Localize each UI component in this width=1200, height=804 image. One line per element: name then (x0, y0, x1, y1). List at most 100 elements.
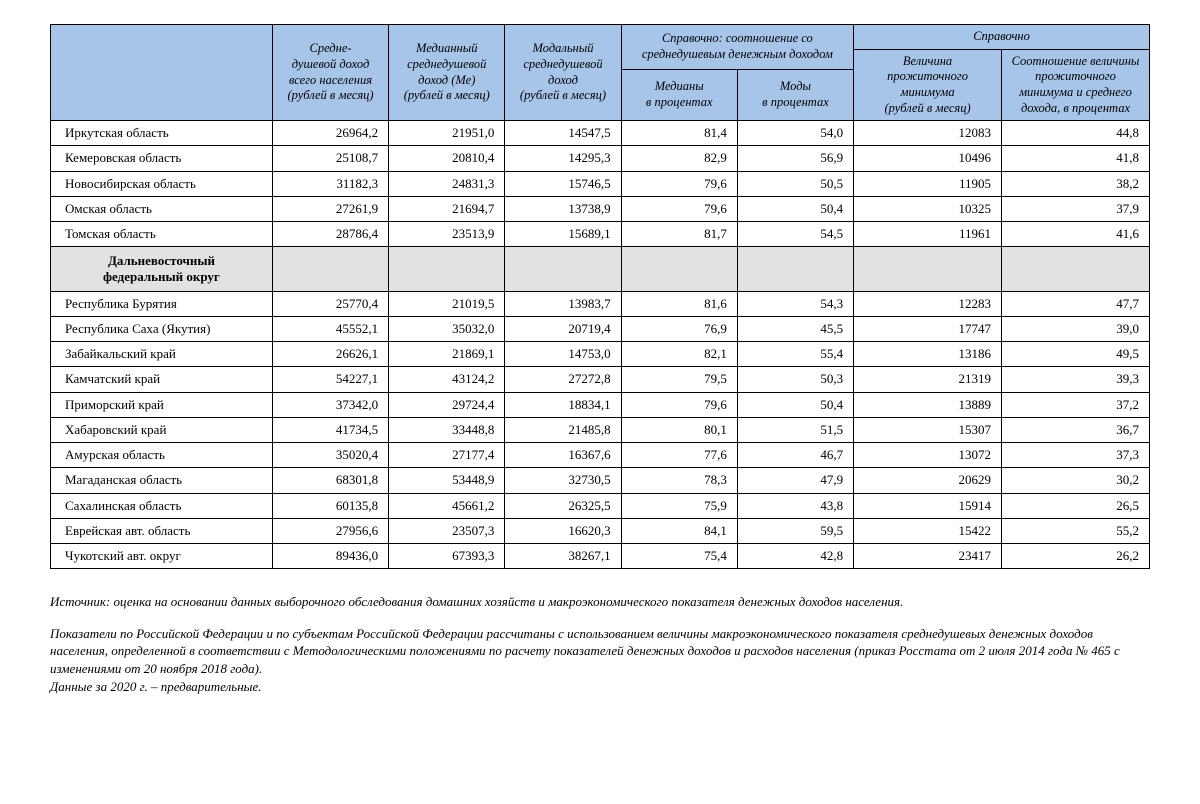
table-row: Иркутская область26964,221951,014547,581… (51, 121, 1150, 146)
table-row: Республика Саха (Якутия)45552,135032,020… (51, 316, 1150, 341)
value-cell: 78,3 (621, 468, 737, 493)
region-cell: Новосибирская область (51, 171, 273, 196)
table-row: Магаданская область68301,853448,932730,5… (51, 468, 1150, 493)
value-cell: 38267,1 (505, 544, 621, 569)
value-cell: 37,3 (1002, 443, 1150, 468)
region-cell: Омская область (51, 196, 273, 221)
value-cell: 35020,4 (272, 443, 388, 468)
value-cell: 17747 (854, 316, 1002, 341)
value-cell: 26,2 (1002, 544, 1150, 569)
value-cell: 33448,8 (389, 417, 505, 442)
value-cell: 20719,4 (505, 316, 621, 341)
value-cell: 11905 (854, 171, 1002, 196)
value-cell: 21019,5 (389, 291, 505, 316)
value-cell: 27272,8 (505, 367, 621, 392)
region-cell: Кемеровская область (51, 146, 273, 171)
col-modal-income: Модальныйсреднедушевойдоход(рублей в мес… (505, 25, 621, 121)
value-cell: 26626,1 (272, 342, 388, 367)
footnote-preliminary: Данные за 2020 г. – предварительные. (50, 678, 1150, 696)
value-cell: 23507,3 (389, 518, 505, 543)
region-cell: Иркутская область (51, 121, 273, 146)
value-cell: 25108,7 (272, 146, 388, 171)
value-cell: 18834,1 (505, 392, 621, 417)
value-cell: 23417 (854, 544, 1002, 569)
region-cell: Еврейская авт. область (51, 518, 273, 543)
value-cell: 79,6 (621, 171, 737, 196)
value-cell: 82,1 (621, 342, 737, 367)
section-label: Дальневосточныйфедеральный округ (51, 247, 273, 291)
value-cell: 28786,4 (272, 222, 388, 247)
value-cell: 81,6 (621, 291, 737, 316)
value-cell: 75,9 (621, 493, 737, 518)
value-cell: 54,0 (737, 121, 853, 146)
value-cell: 55,2 (1002, 518, 1150, 543)
table-row: Камчатский край54227,143124,227272,879,5… (51, 367, 1150, 392)
value-cell: 15689,1 (505, 222, 621, 247)
region-cell: Сахалинская область (51, 493, 273, 518)
col-median-income: Медианныйсреднедушевойдоход (Ме)(рублей … (389, 25, 505, 121)
value-cell: 20810,4 (389, 146, 505, 171)
value-cell: 47,9 (737, 468, 853, 493)
value-cell: 26,5 (1002, 493, 1150, 518)
value-cell: 21951,0 (389, 121, 505, 146)
value-cell: 13738,9 (505, 196, 621, 221)
footnotes: Источник: оценка на основании данных выб… (50, 593, 1150, 695)
value-cell: 15746,5 (505, 171, 621, 196)
section-blank (854, 247, 1002, 291)
table-row: Новосибирская область31182,324831,315746… (51, 171, 1150, 196)
region-cell: Магаданская область (51, 468, 273, 493)
col-min-ratio: Соотношение величиныпрожиточногоминимума… (1002, 49, 1150, 121)
value-cell: 43124,2 (389, 367, 505, 392)
value-cell: 79,6 (621, 392, 737, 417)
value-cell: 79,5 (621, 367, 737, 392)
value-cell: 14753,0 (505, 342, 621, 367)
col-avg-income: Средне-душевой доходвсего населения(рубл… (272, 25, 388, 121)
value-cell: 76,9 (621, 316, 737, 341)
value-cell: 21869,1 (389, 342, 505, 367)
value-cell: 79,6 (621, 196, 737, 221)
value-cell: 41734,5 (272, 417, 388, 442)
value-cell: 12283 (854, 291, 1002, 316)
value-cell: 67393,3 (389, 544, 505, 569)
value-cell: 35032,0 (389, 316, 505, 341)
value-cell: 54,3 (737, 291, 853, 316)
value-cell: 54,5 (737, 222, 853, 247)
value-cell: 15914 (854, 493, 1002, 518)
value-cell: 54227,1 (272, 367, 388, 392)
value-cell: 37,9 (1002, 196, 1150, 221)
value-cell: 29724,4 (389, 392, 505, 417)
value-cell: 81,4 (621, 121, 737, 146)
value-cell: 49,5 (1002, 342, 1150, 367)
value-cell: 20629 (854, 468, 1002, 493)
table-header: Средне-душевой доходвсего населения(рубл… (51, 25, 1150, 121)
footnote-methodology: Показатели по Российской Федерации и по … (50, 625, 1150, 678)
section-blank (272, 247, 388, 291)
value-cell: 10496 (854, 146, 1002, 171)
value-cell: 50,4 (737, 392, 853, 417)
table-row: Еврейская авт. область27956,623507,31662… (51, 518, 1150, 543)
value-cell: 13186 (854, 342, 1002, 367)
value-cell: 21694,7 (389, 196, 505, 221)
value-cell: 13889 (854, 392, 1002, 417)
value-cell: 39,3 (1002, 367, 1150, 392)
value-cell: 42,8 (737, 544, 853, 569)
region-cell: Приморский край (51, 392, 273, 417)
section-blank (737, 247, 853, 291)
value-cell: 80,1 (621, 417, 737, 442)
col-median-pct: Медианыв процентах (621, 69, 737, 121)
value-cell: 47,7 (1002, 291, 1150, 316)
value-cell: 41,8 (1002, 146, 1150, 171)
col-min-subsistence: Величинапрожиточногоминимума(рублей в ме… (854, 49, 1002, 121)
section-blank (389, 247, 505, 291)
region-cell: Камчатский край (51, 367, 273, 392)
value-cell: 16367,6 (505, 443, 621, 468)
value-cell: 12083 (854, 121, 1002, 146)
table-row: Сахалинская область60135,845661,226325,5… (51, 493, 1150, 518)
value-cell: 15422 (854, 518, 1002, 543)
footnote-source: Источник: оценка на основании данных выб… (50, 593, 1150, 611)
value-cell: 43,8 (737, 493, 853, 518)
region-cell: Томская область (51, 222, 273, 247)
value-cell: 27261,9 (272, 196, 388, 221)
region-cell: Хабаровский край (51, 417, 273, 442)
value-cell: 24831,3 (389, 171, 505, 196)
